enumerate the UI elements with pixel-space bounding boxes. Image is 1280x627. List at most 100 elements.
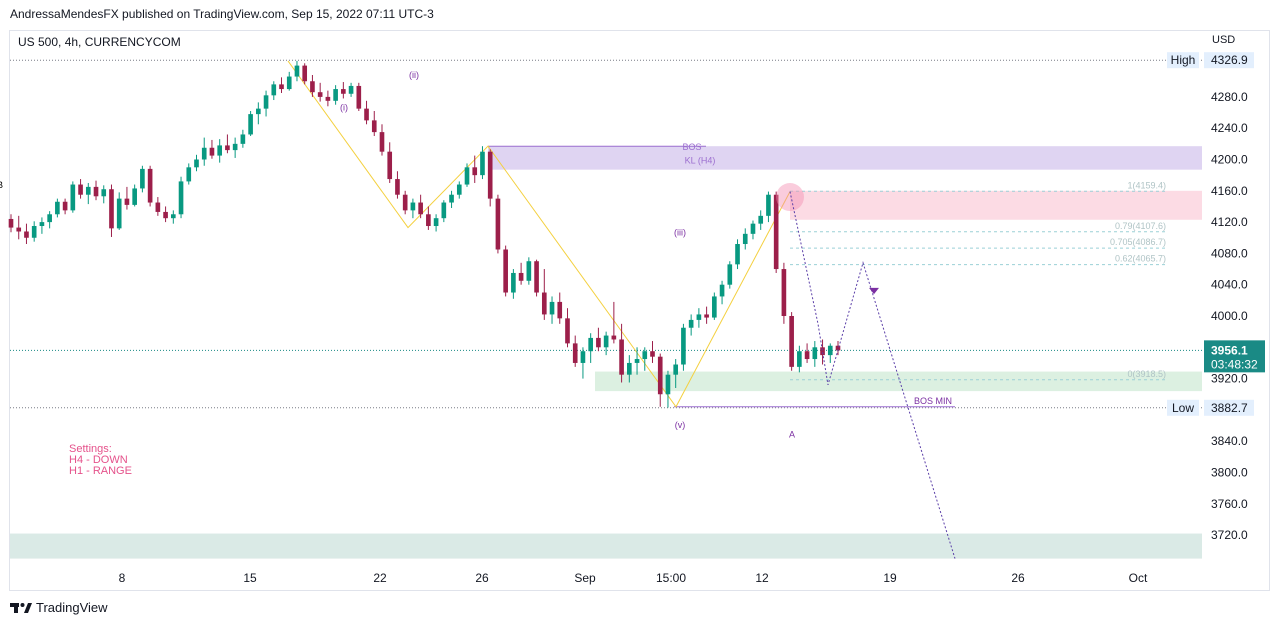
high-value: 4326.9 xyxy=(1211,53,1248,67)
zone-4 xyxy=(10,533,1202,559)
candle-body-17 xyxy=(140,168,145,189)
x-tick-6: 12 xyxy=(755,571,769,585)
candle-body-103 xyxy=(804,351,810,360)
candle-body-55 xyxy=(433,218,439,227)
candle-body-39 xyxy=(310,81,315,93)
candle-body-12 xyxy=(101,189,107,197)
candle-body-50 xyxy=(395,179,400,195)
candle-body-81 xyxy=(634,359,640,363)
x-tick-1: 15 xyxy=(243,571,257,585)
candle-body-33 xyxy=(263,95,269,109)
candle-body-90 xyxy=(704,314,709,318)
candle-body-64 xyxy=(503,249,508,293)
candle-body-14 xyxy=(116,198,122,229)
x-tick-7: 19 xyxy=(883,571,897,585)
candle-body-30 xyxy=(240,134,246,144)
candle-body-75 xyxy=(588,337,593,352)
low-label: Low xyxy=(1172,401,1194,415)
x-tick-4: Sep xyxy=(574,571,596,585)
candle-body-26 xyxy=(209,147,215,156)
candle-body-45 xyxy=(356,85,362,109)
candle-body-107 xyxy=(835,345,841,351)
candle-body-28 xyxy=(225,145,230,151)
candle-body-89 xyxy=(696,314,702,320)
candle-body-11 xyxy=(93,186,99,197)
annotation-7: A xyxy=(789,429,795,439)
candle-body-16 xyxy=(132,188,137,205)
zone-3 xyxy=(595,371,1202,392)
candle-body-76 xyxy=(596,337,601,348)
projection-path xyxy=(789,191,956,559)
y-tick-3: 4160.0 xyxy=(1211,184,1248,198)
candle-body-46 xyxy=(364,108,369,121)
candle-body-57 xyxy=(449,194,454,203)
x-tick-3: 26 xyxy=(475,571,489,585)
x-tick-5: 15:00 xyxy=(656,571,686,585)
candle-body-96 xyxy=(750,223,756,234)
candle-body-86 xyxy=(673,364,679,375)
candle-body-0 xyxy=(8,218,14,228)
candle-body-36 xyxy=(286,76,292,90)
chart-frame xyxy=(9,30,1270,591)
candle-body-43 xyxy=(341,89,346,94)
high-label-box xyxy=(1167,52,1199,69)
candle-body-58 xyxy=(456,184,462,195)
footer-brand[interactable]: TradingView xyxy=(10,600,108,615)
candle-body-84 xyxy=(657,356,663,395)
candle-body-9 xyxy=(78,184,83,195)
y-tick-0: 4280.0 xyxy=(1211,90,1248,104)
last-price-countdown: 03:48:32 xyxy=(1211,357,1258,371)
candle-body-27 xyxy=(217,145,223,156)
y-tick-5: 4080.0 xyxy=(1211,246,1248,260)
y-tick-1: 4240.0 xyxy=(1211,121,1248,135)
y-tick-9: 3840.0 xyxy=(1211,434,1248,448)
candle-body-95 xyxy=(742,233,748,245)
candle-body-83 xyxy=(650,351,655,357)
symbol-line[interactable]: US 500, 4h, CURRENCYCOM xyxy=(18,35,181,49)
high-value-box xyxy=(1204,52,1254,69)
candle-body-21 xyxy=(170,214,176,219)
candle-body-70 xyxy=(549,301,555,315)
candle-body-15 xyxy=(124,198,130,205)
candle-body-73 xyxy=(572,343,578,363)
candle-body-48 xyxy=(379,132,385,152)
candle-body-52 xyxy=(410,202,416,211)
candle-body-35 xyxy=(279,84,284,90)
candle-body-68 xyxy=(534,261,539,293)
candle-body-74 xyxy=(580,351,586,363)
candle-body-59 xyxy=(464,167,470,185)
candle-body-47 xyxy=(371,120,377,133)
candle-body-94 xyxy=(735,244,740,265)
candle-body-3 xyxy=(31,226,37,238)
candle-body-29 xyxy=(232,143,238,151)
candle-body-91 xyxy=(712,296,717,318)
y-tick-2: 4200.0 xyxy=(1211,153,1248,167)
candle-body-49 xyxy=(387,151,393,180)
candle-body-72 xyxy=(565,318,570,344)
annotation-4: (ii) xyxy=(409,70,419,80)
candle-body-93 xyxy=(727,264,733,285)
fib-label-1: 0.79(4107.6) xyxy=(1115,221,1166,231)
candle-body-18 xyxy=(147,168,153,203)
candle-body-67 xyxy=(526,261,532,281)
candle-body-4 xyxy=(39,222,45,227)
candle-body-6 xyxy=(55,201,60,215)
candle-body-7 xyxy=(62,201,68,211)
zone-1 xyxy=(488,146,1202,170)
annotation-0: BOS xyxy=(682,142,701,152)
candle-body-80 xyxy=(626,362,632,375)
candle-body-79 xyxy=(619,339,624,375)
candle-body-10 xyxy=(85,186,91,195)
projection-arrow-icon xyxy=(869,287,879,295)
candle-body-105 xyxy=(820,347,825,356)
candle-body-92 xyxy=(719,284,725,297)
candle-body-69 xyxy=(541,292,547,315)
candle-body-54 xyxy=(426,214,431,227)
publish-header: AndressaMendesFX published on TradingVie… xyxy=(10,7,434,21)
x-tick-2: 22 xyxy=(373,571,387,585)
high-label: High xyxy=(1171,53,1196,67)
x-tick-0: 8 xyxy=(119,571,126,585)
annotation-5: (iii) xyxy=(674,227,686,237)
candle-body-38 xyxy=(302,65,308,82)
